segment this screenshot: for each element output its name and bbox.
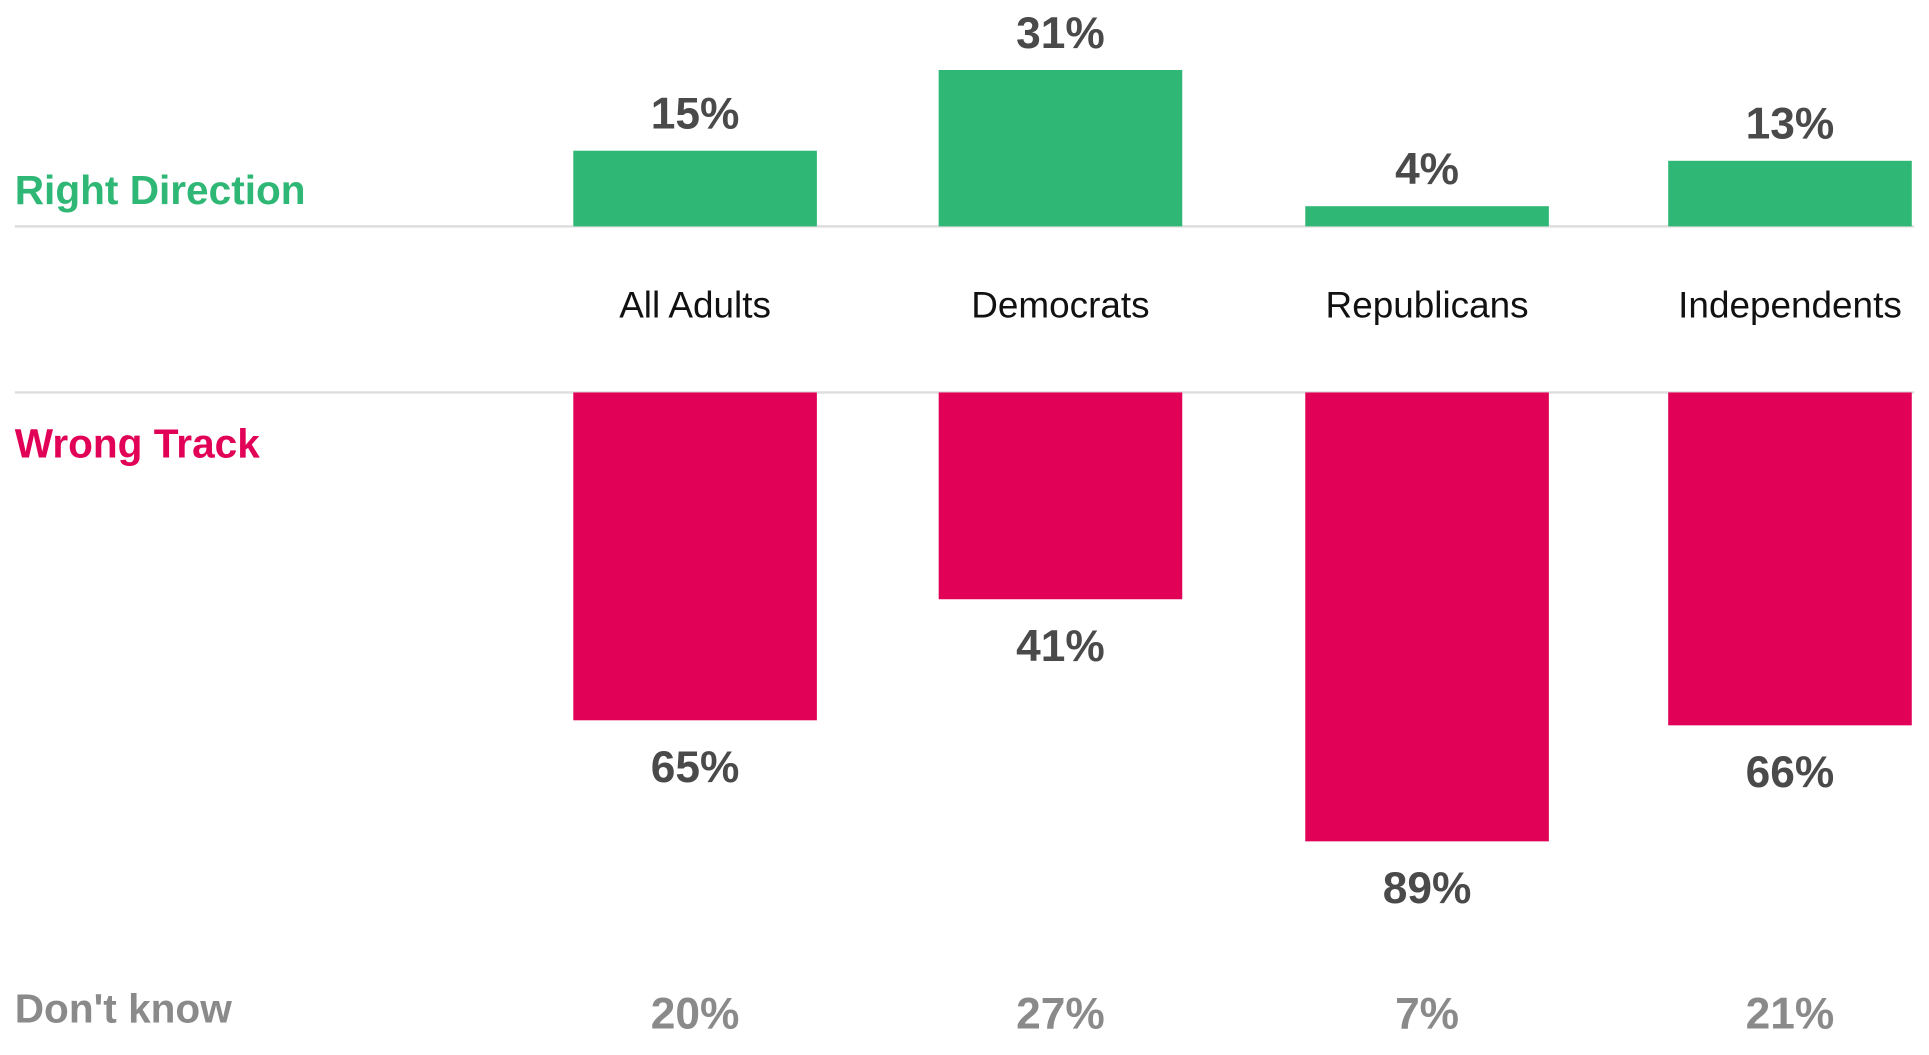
right-direction-value-label: 15%: [651, 90, 740, 139]
category-label: Independents: [1678, 284, 1902, 325]
right-direction-value-label: 13%: [1746, 100, 1835, 149]
dont-know-value-label: 21%: [1746, 989, 1835, 1038]
wrong-track-bar: [938, 392, 1183, 600]
right-direction-value-label: 31%: [1016, 9, 1105, 58]
category-label: All Adults: [619, 284, 771, 325]
wrong-track-value-label: 89%: [1383, 864, 1472, 913]
right-direction-bar: [938, 70, 1183, 227]
right-direction-label: Right Direction: [15, 167, 306, 213]
dont-know-value-label: 27%: [1016, 989, 1105, 1038]
wrong-track-label: Wrong Track: [15, 421, 260, 467]
wrong-track-bar: [573, 392, 817, 721]
category-label: Democrats: [971, 284, 1149, 325]
wrong-track-bar: [1668, 392, 1912, 726]
right-direction-bar: [1305, 206, 1549, 227]
right-direction-bar: [1668, 160, 1912, 227]
wrong-track-value-label: 41%: [1016, 622, 1105, 671]
right-direction-bar: [573, 150, 817, 227]
wrong-track-bar: [1305, 392, 1549, 842]
wrong-track-value-label: 66%: [1746, 748, 1835, 797]
dont-know-label: Don't know: [15, 985, 232, 1031]
category-label: Republicans: [1326, 284, 1529, 325]
wrong-track-value-label: 65%: [651, 743, 740, 792]
dont-know-value-label: 7%: [1395, 989, 1459, 1038]
dont-know-value-label: 20%: [651, 989, 740, 1038]
right-direction-value-label: 4%: [1395, 145, 1459, 194]
